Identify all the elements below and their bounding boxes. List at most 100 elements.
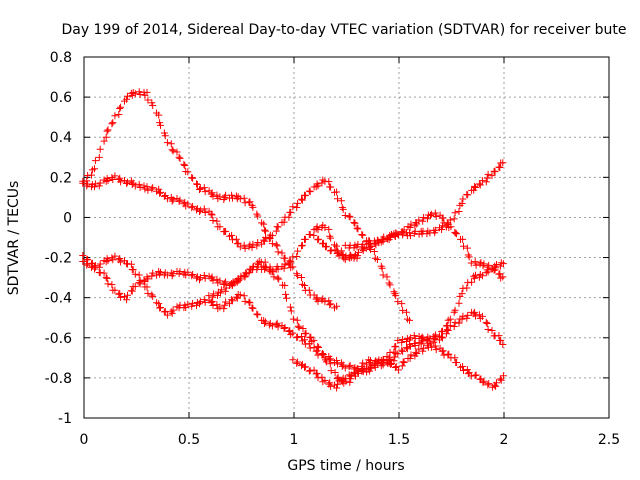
data-point bbox=[117, 178, 125, 186]
data-point bbox=[450, 322, 458, 330]
data-point bbox=[480, 377, 488, 385]
data-point bbox=[385, 236, 393, 244]
data-point bbox=[260, 316, 268, 324]
data-point bbox=[200, 205, 208, 213]
data-point bbox=[234, 239, 242, 247]
data-point bbox=[262, 227, 269, 235]
data-point bbox=[91, 180, 99, 188]
data-point bbox=[351, 219, 359, 227]
data-point bbox=[136, 277, 144, 285]
data-point bbox=[399, 347, 407, 355]
data-point bbox=[173, 148, 181, 156]
data-point bbox=[403, 337, 410, 345]
x-tick-label: 2 bbox=[500, 432, 509, 448]
data-point bbox=[108, 120, 116, 128]
data-point bbox=[283, 294, 290, 302]
data-points bbox=[79, 88, 507, 392]
data-point bbox=[346, 378, 354, 386]
data-point bbox=[161, 132, 169, 140]
series-track-8 bbox=[341, 159, 507, 252]
data-point bbox=[294, 247, 302, 255]
data-point bbox=[377, 238, 385, 246]
data-point bbox=[342, 252, 350, 260]
data-point bbox=[390, 288, 398, 296]
data-point bbox=[301, 363, 309, 371]
data-point bbox=[476, 181, 484, 189]
data-point bbox=[334, 360, 341, 368]
data-point bbox=[128, 180, 136, 188]
data-point bbox=[233, 294, 241, 302]
data-point bbox=[207, 210, 215, 218]
x-tick-label: 0 bbox=[80, 432, 89, 448]
data-point bbox=[298, 362, 305, 370]
data-point bbox=[338, 204, 346, 212]
data-point bbox=[446, 315, 454, 323]
data-point bbox=[235, 277, 243, 285]
data-point bbox=[485, 380, 493, 388]
data-point bbox=[84, 180, 92, 188]
data-point bbox=[432, 331, 440, 339]
data-point bbox=[102, 177, 110, 185]
data-point bbox=[274, 274, 282, 282]
y-tick-label: 0 bbox=[63, 210, 72, 226]
data-point bbox=[189, 202, 197, 210]
data-point bbox=[431, 209, 439, 217]
data-point bbox=[168, 146, 176, 154]
data-point bbox=[497, 376, 505, 384]
y-tick-label: -0.8 bbox=[45, 371, 72, 387]
data-point bbox=[319, 351, 327, 359]
data-point bbox=[123, 95, 131, 103]
data-point bbox=[161, 307, 169, 315]
grid-lines bbox=[84, 57, 609, 418]
x-tick-label: 2.5 bbox=[598, 432, 620, 448]
data-point bbox=[346, 361, 354, 369]
data-point bbox=[399, 306, 407, 314]
data-point bbox=[294, 199, 302, 207]
data-point bbox=[496, 164, 504, 172]
data-point bbox=[443, 219, 451, 227]
data-point bbox=[230, 279, 238, 287]
data-point bbox=[459, 362, 467, 370]
data-point bbox=[129, 266, 137, 274]
data-point bbox=[91, 183, 98, 191]
data-point bbox=[313, 369, 321, 377]
data-point bbox=[229, 194, 236, 202]
data-point bbox=[266, 263, 274, 271]
data-point bbox=[306, 188, 314, 196]
data-point bbox=[492, 264, 500, 272]
data-point bbox=[482, 269, 490, 277]
data-point bbox=[293, 359, 301, 367]
data-point bbox=[359, 359, 367, 367]
data-point bbox=[213, 217, 221, 225]
data-point bbox=[482, 178, 490, 186]
data-point bbox=[310, 366, 318, 374]
data-point bbox=[348, 253, 356, 261]
data-point bbox=[321, 298, 329, 306]
data-point bbox=[453, 358, 461, 366]
data-point bbox=[326, 232, 334, 240]
data-point bbox=[482, 318, 490, 326]
data-point bbox=[471, 308, 479, 316]
data-point bbox=[270, 273, 278, 281]
data-point bbox=[430, 338, 438, 346]
data-point bbox=[249, 240, 257, 248]
data-point bbox=[378, 358, 386, 366]
x-axis-label: GPS time / hours bbox=[287, 458, 404, 474]
data-point bbox=[327, 183, 335, 191]
data-point bbox=[331, 368, 339, 376]
data-point bbox=[163, 195, 171, 203]
data-point bbox=[293, 252, 301, 260]
data-point bbox=[265, 235, 273, 243]
data-point bbox=[287, 307, 295, 315]
data-point bbox=[406, 342, 414, 350]
data-point bbox=[484, 381, 492, 389]
series-track-6 bbox=[289, 265, 507, 392]
data-point bbox=[394, 350, 402, 358]
data-point bbox=[287, 208, 295, 216]
data-point bbox=[289, 203, 297, 211]
data-point bbox=[181, 162, 189, 170]
data-point bbox=[127, 260, 135, 268]
data-point bbox=[285, 213, 293, 221]
data-point bbox=[463, 284, 471, 292]
data-point bbox=[314, 297, 322, 305]
